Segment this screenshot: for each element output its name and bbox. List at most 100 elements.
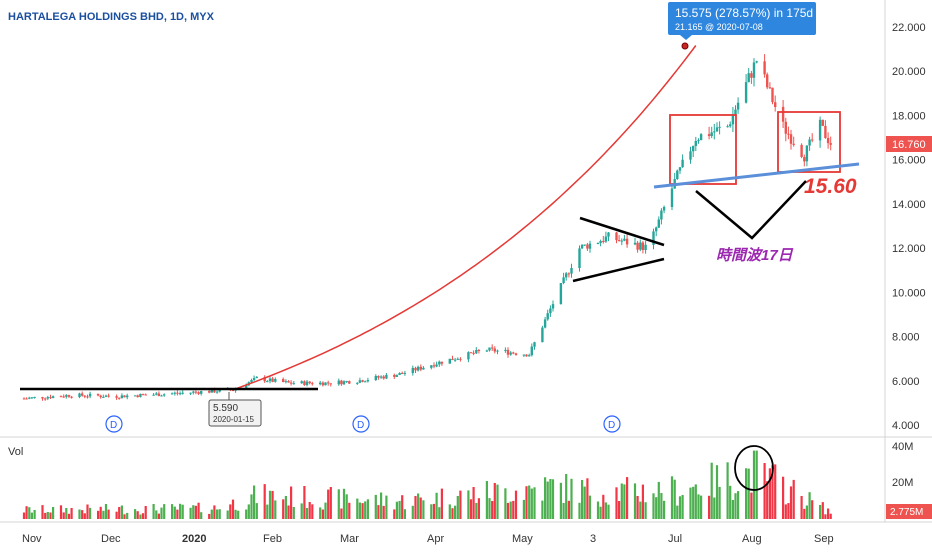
measure-tooltip-box [668, 2, 816, 35]
volume-bar [62, 512, 65, 519]
volume-bar [126, 512, 129, 519]
volume-bar [623, 484, 626, 519]
volume-bar [321, 509, 324, 519]
volume-bar [157, 513, 160, 519]
volume-bar [308, 502, 311, 519]
parabolic-curve[interactable] [232, 45, 697, 391]
candle-body [411, 367, 414, 373]
volume-bar [752, 450, 756, 519]
candle-body [710, 132, 713, 136]
volume-bar [282, 499, 285, 519]
candle-body [67, 395, 71, 397]
volume-series [22, 450, 832, 519]
candle-body [512, 352, 515, 354]
curve-end-point[interactable] [681, 42, 689, 50]
volume-bar [49, 512, 52, 519]
chart-title: HARTALEGA HOLDINGS BHD, 1D, MYX [8, 11, 215, 23]
candle-body [327, 382, 330, 384]
volume-bar [271, 490, 274, 519]
candle-body [245, 385, 248, 388]
candle-body [173, 392, 176, 394]
candle-body [493, 348, 496, 352]
volume-bar [805, 505, 808, 519]
candle-body [99, 395, 102, 398]
triangle-upper-line[interactable] [579, 216, 665, 247]
volume-bar [731, 500, 734, 519]
price-tick: 12.000 [892, 243, 926, 255]
volume-bar [729, 485, 732, 519]
volume-bar [456, 496, 459, 519]
volume-bar [525, 486, 528, 519]
candle-body [491, 347, 494, 349]
volume-bar [581, 480, 584, 519]
candle-body [377, 376, 380, 378]
candle-body [694, 141, 697, 146]
price-tick: 4.000 [892, 420, 920, 432]
volume-bar [102, 510, 105, 519]
volume-bar [602, 494, 605, 519]
volume-bar [171, 504, 174, 519]
candle-body [65, 395, 68, 397]
candle-body [170, 393, 174, 395]
volume-bar [152, 504, 155, 519]
candle-body [657, 219, 660, 228]
volume-bar [652, 493, 655, 519]
consolidation-box-right[interactable] [777, 111, 841, 173]
volume-bar [700, 495, 703, 519]
candle-body [440, 361, 444, 364]
candle-body [652, 231, 655, 245]
consolidation-box-left[interactable] [669, 114, 737, 185]
volume-bar [440, 488, 443, 519]
dividend-marker[interactable]: D [105, 415, 123, 433]
volume-bar [660, 493, 663, 519]
candle-body [358, 380, 362, 383]
candle-body [514, 353, 518, 355]
candle-body [329, 383, 332, 385]
price-tick: 6.000 [892, 376, 920, 388]
volume-bar [155, 510, 158, 519]
candle-body [268, 378, 272, 382]
candle-body [644, 244, 647, 250]
candle-body [255, 377, 258, 379]
price-axis[interactable]: 22.000 20.000 18.000 16.000 14.000 12.00… [892, 22, 926, 432]
candle-body [662, 207, 666, 211]
volume-bar [718, 486, 721, 519]
triangle-lower-line[interactable] [572, 257, 665, 283]
volume-bar [366, 499, 369, 519]
candle-body [70, 396, 73, 398]
volume-bar [713, 497, 716, 519]
volume-bar [255, 503, 258, 519]
volume-spike-highlight[interactable] [734, 445, 774, 491]
dividend-marker[interactable]: D [603, 415, 621, 433]
candle-body [636, 242, 639, 250]
candle-body [599, 241, 602, 243]
volume-bar [226, 510, 229, 519]
dividend-marker[interactable]: D [352, 415, 370, 433]
volume-bar [141, 513, 145, 519]
cycle-arrow[interactable] [695, 180, 807, 240]
candle-body [163, 394, 166, 396]
candle-body [625, 238, 629, 245]
candle-body [715, 127, 719, 132]
candle-body [707, 134, 711, 136]
candle-body [416, 366, 420, 371]
candle-body [805, 145, 809, 162]
volume-bar [641, 484, 644, 519]
volume-bar [583, 486, 586, 519]
volume-bar [800, 496, 803, 519]
volume-bar [250, 494, 253, 519]
candle-body [289, 382, 293, 384]
volume-bar [83, 513, 86, 519]
price-tick: 22.000 [892, 22, 926, 34]
candle-body [176, 392, 179, 394]
candle-body [752, 62, 756, 78]
time-axis[interactable]: Nov Dec 2020 Feb Mar Apr May 3 Jul Aug S… [22, 533, 834, 545]
time-label: Mar [340, 533, 359, 545]
candle-body [718, 126, 721, 128]
candle-body [530, 346, 533, 356]
support-trendline[interactable] [653, 162, 860, 189]
candle-body [726, 126, 729, 128]
measure-tooltip[interactable]: 15.575 (278.57%) in 175d 21.165 @ 2020-0… [668, 2, 816, 40]
low-price-tooltip[interactable]: 5.590 2020-01-15 [208, 392, 262, 427]
volume-bar [46, 512, 49, 519]
